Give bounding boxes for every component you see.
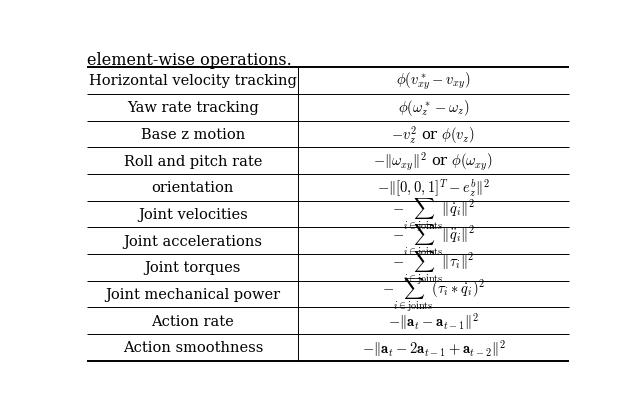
Text: Joint accelerations: Joint accelerations: [124, 234, 262, 248]
Text: $\phi(v^*_{xy} - v_{xy})$: $\phi(v^*_{xy} - v_{xy})$: [396, 70, 471, 92]
Text: $-v^2_z$ or $\phi(v_z)$: $-v^2_z$ or $\phi(v_z)$: [392, 124, 476, 146]
Text: $-\|\mathbf{a}_t - \mathbf{a}_{t-1}\|^2$: $-\|\mathbf{a}_t - \mathbf{a}_{t-1}\|^2$: [388, 310, 479, 331]
Text: Action smoothness: Action smoothness: [123, 341, 263, 355]
Text: $-\|\mathbf{a}_t - 2\mathbf{a}_{t-1} + \mathbf{a}_{t-2}\|^2$: $-\|\mathbf{a}_t - 2\mathbf{a}_{t-1} + \…: [362, 337, 505, 358]
Text: Joint torques: Joint torques: [145, 261, 241, 275]
Text: $-\|[0,0,1]^T - e^b_z\|^2$: $-\|[0,0,1]^T - e^b_z\|^2$: [377, 177, 490, 198]
Text: Roll and pitch rate: Roll and pitch rate: [124, 154, 262, 168]
Text: $-\sum_{i\in\mathrm{joints}} (\tau_i * \dot{q}_i)^2$: $-\sum_{i\in\mathrm{joints}} (\tau_i * \…: [381, 276, 485, 313]
Text: Action rate: Action rate: [152, 314, 234, 328]
Text: $-\sum_{i\in\mathrm{joints}} \|\tau_i\|^2$: $-\sum_{i\in\mathrm{joints}} \|\tau_i\|^…: [392, 249, 475, 286]
Text: element-wise operations.: element-wise operations.: [88, 52, 292, 69]
Text: Joint mechanical power: Joint mechanical power: [105, 287, 280, 301]
Text: $-\sum_{i\in\mathrm{joints}} \|\dot{q}_i\|^2$: $-\sum_{i\in\mathrm{joints}} \|\dot{q}_i…: [392, 196, 475, 233]
Text: Base z motion: Base z motion: [141, 128, 245, 142]
Text: $\phi(\omega^*_z - \omega_z)$: $\phi(\omega^*_z - \omega_z)$: [397, 98, 469, 118]
Text: Joint velocities: Joint velocities: [138, 207, 248, 221]
Text: Horizontal velocity tracking: Horizontal velocity tracking: [89, 74, 297, 88]
Text: $-\|\omega_{xy}\|^2$ or $\phi(\omega_{xy})$: $-\|\omega_{xy}\|^2$ or $\phi(\omega_{xy…: [373, 150, 493, 172]
Text: orientation: orientation: [152, 181, 234, 195]
Text: Yaw rate tracking: Yaw rate tracking: [127, 101, 259, 115]
Text: $-\sum_{i\in\mathrm{joints}} \|\ddot{q}_i\|^2$: $-\sum_{i\in\mathrm{joints}} \|\ddot{q}_…: [392, 222, 475, 260]
